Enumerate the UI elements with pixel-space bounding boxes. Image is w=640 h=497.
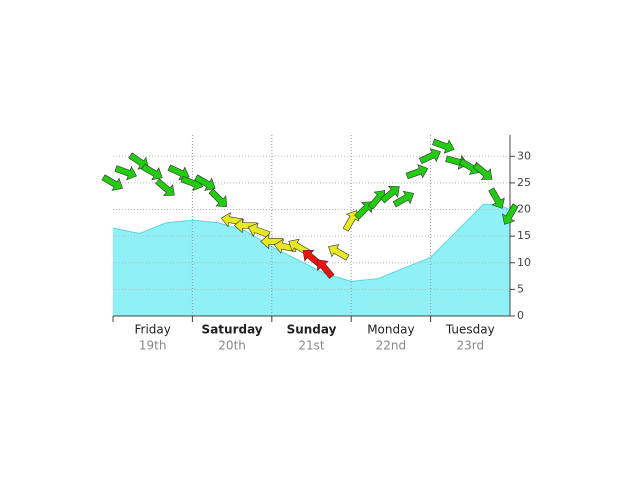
date-label: 22nd [376,339,407,353]
wind-arrow [155,178,175,196]
wind-arrow [141,163,163,181]
day-label: Friday [135,323,171,337]
y-tick-label: 10 [517,256,531,269]
area [112,203,511,282]
date-label: 21st [298,339,325,353]
day-label: Tuesday [445,323,495,337]
area-fill [113,204,510,316]
y-tick-label: 0 [517,309,524,322]
wind-arrow [194,174,216,191]
wind-arrow [101,174,123,191]
wind-arrow [328,244,350,261]
date-label: 23rd [456,339,484,353]
y-tick-label: 20 [517,203,531,216]
y-tick-label: 15 [517,229,531,242]
wind-arrow [418,148,441,165]
wind-arrow [260,233,284,250]
wind-arrow [472,162,493,180]
wind-arrow [405,164,429,180]
wind-arrow [317,259,335,279]
wind-arrow [502,203,519,225]
date-label: 19th [139,339,167,353]
wind-arrow [488,187,505,209]
day-label: Monday [367,323,414,337]
wind-arrow [208,188,227,207]
wind-arrow [114,165,137,181]
wind-arrow [392,190,415,208]
day-label: Saturday [202,323,263,337]
wind-arrow [432,138,455,154]
y-tick-label: 30 [517,149,531,162]
date-label: 20th [218,339,246,353]
wind-arrow [247,222,271,238]
y-tick-label: 25 [517,176,531,189]
wind-arrow [233,217,257,234]
y-tick-label: 5 [517,282,524,295]
wind-arrow [380,185,400,204]
day-label: Sunday [287,323,337,337]
